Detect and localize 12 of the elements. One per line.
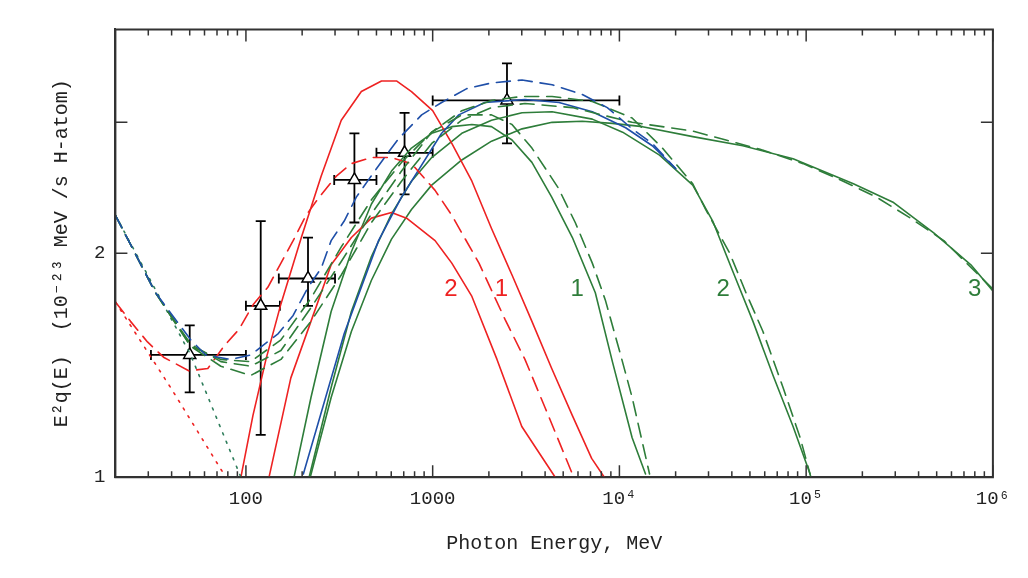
series-label: 1	[494, 273, 509, 301]
x-axis-title: Photon Energy, MeV	[446, 532, 663, 556]
x-tick-label: 10⁴	[602, 487, 637, 510]
series-label: 2	[444, 273, 458, 301]
x-tick-label: 10⁶	[975, 487, 1011, 510]
y-axis-title: E²q(E) (10⁻²³ MeV /s H-atom)	[50, 79, 74, 428]
series-label: 3	[968, 273, 982, 301]
series-label: 1	[570, 273, 584, 301]
x-tick-label: 100	[228, 487, 264, 510]
x-tick-label: 1000	[409, 487, 456, 510]
x-tick-label: 10⁵	[789, 487, 824, 510]
series-label: 2	[716, 273, 730, 301]
